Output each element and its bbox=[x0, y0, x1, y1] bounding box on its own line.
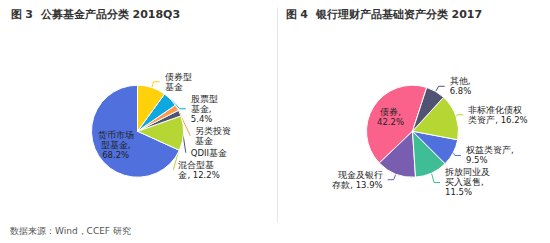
svg-text:债券型: 债券型 bbox=[165, 72, 192, 82]
svg-text:买入返售,: 买入返售, bbox=[445, 177, 484, 187]
svg-text:图 4 银行理财产品基础资产分类 2017: 图 4 银行理财产品基础资产分类 2017 bbox=[286, 8, 483, 21]
svg-text:11.5%: 11.5% bbox=[445, 187, 472, 197]
svg-text:6.8%: 6.8% bbox=[450, 86, 472, 96]
svg-text:非标准化债权: 非标准化债权 bbox=[468, 105, 522, 115]
svg-text:数据来源：Wind，CCEF 研究: 数据来源：Wind，CCEF 研究 bbox=[10, 226, 131, 236]
svg-text:型基金,: 型基金, bbox=[101, 140, 131, 150]
svg-text:存款, 13.9%: 存款, 13.9% bbox=[332, 180, 382, 190]
svg-text:QDII基金: QDII基金 bbox=[191, 148, 227, 158]
svg-text:42.2%: 42.2% bbox=[377, 117, 404, 127]
svg-text:股票型: 股票型 bbox=[191, 94, 218, 104]
svg-text:另类投资: 另类投资 bbox=[195, 126, 231, 136]
svg-text:基金,: 基金, bbox=[191, 104, 212, 114]
svg-text:类资产, 16.2%: 类资产, 16.2% bbox=[468, 115, 527, 125]
svg-text:货币市场: 货币市场 bbox=[98, 130, 134, 140]
svg-text:5.4%: 5.4% bbox=[191, 114, 213, 124]
svg-text:权益类资产,: 权益类资产, bbox=[465, 145, 514, 155]
svg-text:其他,: 其他, bbox=[450, 76, 471, 86]
svg-text:9.5%: 9.5% bbox=[466, 155, 488, 165]
svg-text:拆放同业及: 拆放同业及 bbox=[444, 167, 490, 177]
svg-text:基金: 基金 bbox=[195, 136, 213, 146]
svg-text:现金及银行: 现金及银行 bbox=[338, 170, 383, 180]
svg-text:债券,: 债券, bbox=[380, 107, 401, 117]
svg-text:金, 12.2%: 金, 12.2% bbox=[178, 170, 219, 180]
svg-text:68.2%: 68.2% bbox=[102, 150, 129, 160]
svg-text:图 3 公募基金产品分类 2018Q3: 图 3 公募基金产品分类 2018Q3 bbox=[11, 8, 181, 21]
svg-text:基金: 基金 bbox=[165, 82, 183, 92]
svg-text:混合型基: 混合型基 bbox=[178, 160, 214, 170]
